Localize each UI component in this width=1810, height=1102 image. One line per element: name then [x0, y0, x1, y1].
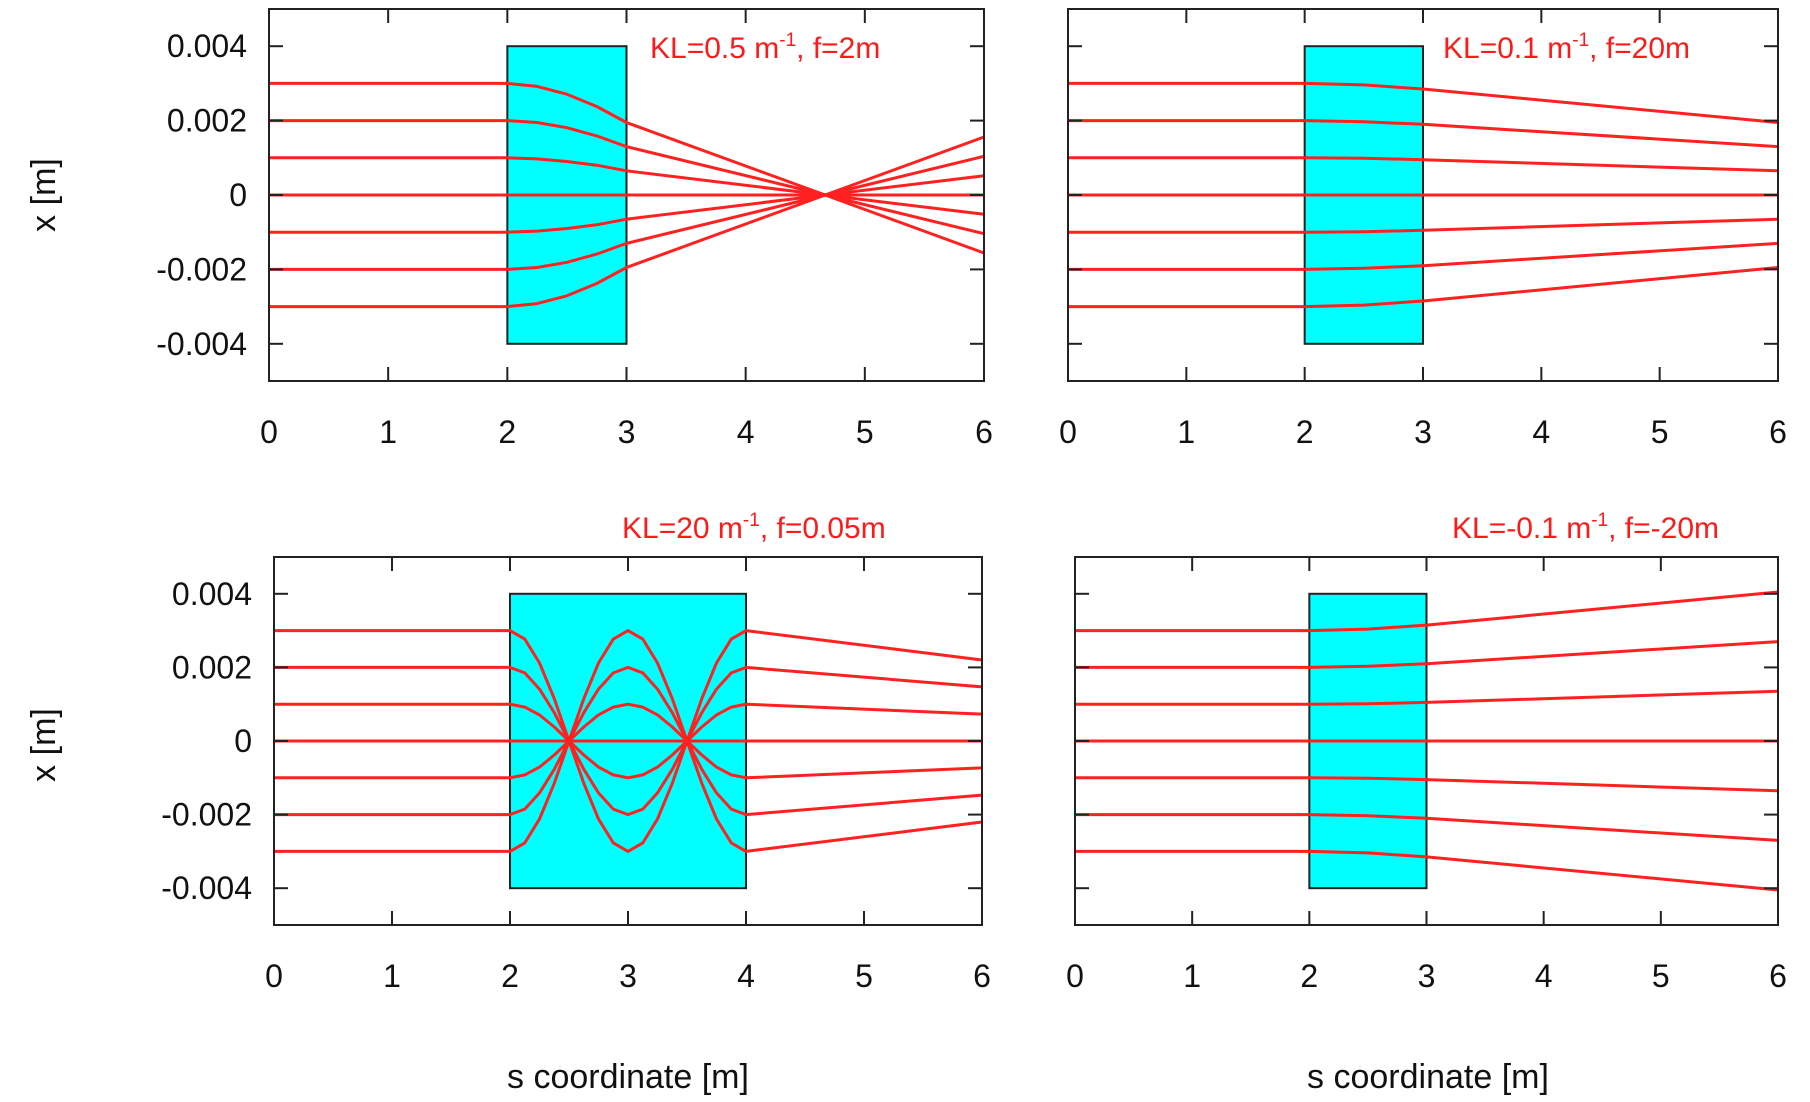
ray-trajectory-5 — [274, 702, 983, 780]
panel-top-right: 0 1 2 3 4 5 6 KL=0.1 m-1, f=20m — [1059, 8, 1787, 450]
y-tick-label: -0.002 — [156, 251, 247, 287]
ray-trajectory-1 — [1075, 590, 1779, 633]
ray-trajectory-7 — [1075, 849, 1779, 892]
ray-trajectory-6 — [274, 665, 983, 817]
x-tick-label: 3 — [1418, 958, 1436, 994]
x-tick-label: 5 — [855, 958, 873, 994]
x-tick-label: 1 — [383, 958, 401, 994]
ray-trajectory-3 — [274, 702, 983, 780]
x-tick-label: 5 — [856, 414, 874, 450]
x-tick-label: 2 — [1296, 414, 1314, 450]
x-tick-label: 2 — [498, 414, 516, 450]
y-tick-label: 0.002 — [172, 649, 252, 685]
ray-trajectory-7 — [274, 629, 983, 853]
ray-trajectory-1 — [274, 629, 983, 853]
x-tick-label: 4 — [737, 958, 755, 994]
y-tick-label: 0 — [229, 177, 247, 213]
ray-trajectory-2 — [274, 665, 983, 817]
ray-trajectory-6 — [1075, 813, 1779, 842]
x-tick-label: 4 — [737, 414, 755, 450]
y-tick-label: 0.004 — [172, 576, 252, 612]
panel-top-left: 0 1 2 3 4 5 6 0.004 0.002 0 -0.002 -0.004 KL=0.5 m-1… — [156, 8, 993, 450]
y-tick-label: -0.004 — [156, 326, 247, 362]
y-tick-label: 0.004 — [167, 28, 247, 64]
ray-trajectory-3 — [1068, 156, 1779, 173]
x-axis-title-left: s coordinate [m] — [507, 1058, 749, 1096]
x-tick-label: 1 — [379, 414, 397, 450]
x-tick-label: 4 — [1535, 958, 1553, 994]
x-tick-label: 3 — [618, 414, 636, 450]
ray-trajectory-5 — [1075, 776, 1779, 793]
x-tick-label: 0 — [1059, 414, 1077, 450]
ray-trajectory-5 — [269, 174, 985, 234]
kl-focal-annotation: KL=20 m-1, f=0.05m — [622, 510, 886, 545]
y-tick-label: 0.002 — [167, 103, 247, 139]
x-tick-label: 6 — [1769, 414, 1787, 450]
x-axis-title-right: s coordinate [m] — [1307, 1058, 1549, 1096]
x-tick-label: 5 — [1651, 414, 1669, 450]
panel-bottom-left: 0 1 2 3 4 5 6 0.004 0.002 0 -0.002 -0.004 KL=20 m-1,… — [161, 510, 991, 994]
x-tick-label: 5 — [1652, 958, 1670, 994]
x-tick-label: 1 — [1183, 958, 1201, 994]
ray-trajectory-1 — [1068, 81, 1779, 124]
ray-trajectory-6 — [1068, 241, 1779, 271]
ray-trajectory-1 — [269, 81, 985, 255]
x-tick-label: 4 — [1532, 414, 1550, 450]
x-tick-label: 6 — [973, 958, 991, 994]
y-axis-title-bottom: x [m] — [25, 708, 63, 782]
kl-focal-annotation: KL=0.1 m-1, f=20m — [1443, 30, 1690, 65]
x-tick-label: 2 — [1300, 958, 1318, 994]
ray-trajectory-3 — [1075, 689, 1779, 706]
x-tick-label: 2 — [501, 958, 519, 994]
x-tick-label: 1 — [1177, 414, 1195, 450]
ray-trajectory-7 — [1068, 266, 1779, 309]
ray-trajectory-6 — [269, 154, 985, 271]
y-tick-label: -0.004 — [161, 870, 252, 906]
ray-trajectory-5 — [1068, 217, 1779, 234]
y-axis-title-top: x [m] — [25, 158, 63, 232]
x-tick-label: 6 — [1769, 958, 1787, 994]
x-tick-label: 0 — [1066, 958, 1084, 994]
y-tick-label: 0 — [234, 723, 252, 759]
x-tick-label: 3 — [1414, 414, 1432, 450]
ray-trajectory-2 — [1075, 640, 1779, 669]
x-tick-label: 0 — [260, 414, 278, 450]
ray-trajectory-2 — [269, 119, 985, 236]
x-tick-label: 3 — [619, 958, 637, 994]
ray-trajectory-3 — [269, 156, 985, 216]
y-tick-label: -0.002 — [161, 797, 252, 833]
ray-trajectory-2 — [1068, 119, 1779, 149]
ray-trajectory-7 — [269, 135, 985, 309]
x-tick-label: 6 — [975, 414, 993, 450]
panel-bottom-right: 0 1 2 3 4 5 6 KL=-0.1 m-1, f=-20m — [1066, 510, 1787, 994]
x-tick-label: 0 — [265, 958, 283, 994]
kl-focal-annotation: KL=0.5 m-1, f=2m — [650, 30, 880, 65]
kl-focal-annotation: KL=-0.1 m-1, f=-20m — [1452, 510, 1719, 545]
